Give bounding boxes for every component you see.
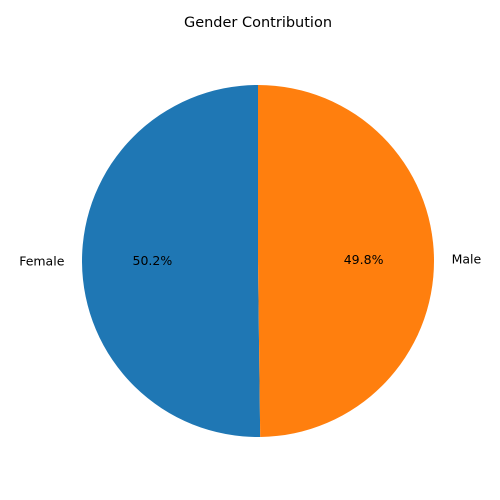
percent-label-female: 50.2% xyxy=(133,253,173,268)
slice-label-female: Female xyxy=(19,254,65,269)
pie-slices xyxy=(82,85,435,437)
chart-title: Gender Contribution xyxy=(184,15,332,31)
percent-label-male: 49.8% xyxy=(344,252,384,267)
pie-slice-female xyxy=(82,85,261,437)
pie-slice-male xyxy=(258,85,435,437)
slice-label-male: Male xyxy=(452,251,482,266)
pie-labels: Female 50.2% Male 49.8% xyxy=(19,251,481,268)
